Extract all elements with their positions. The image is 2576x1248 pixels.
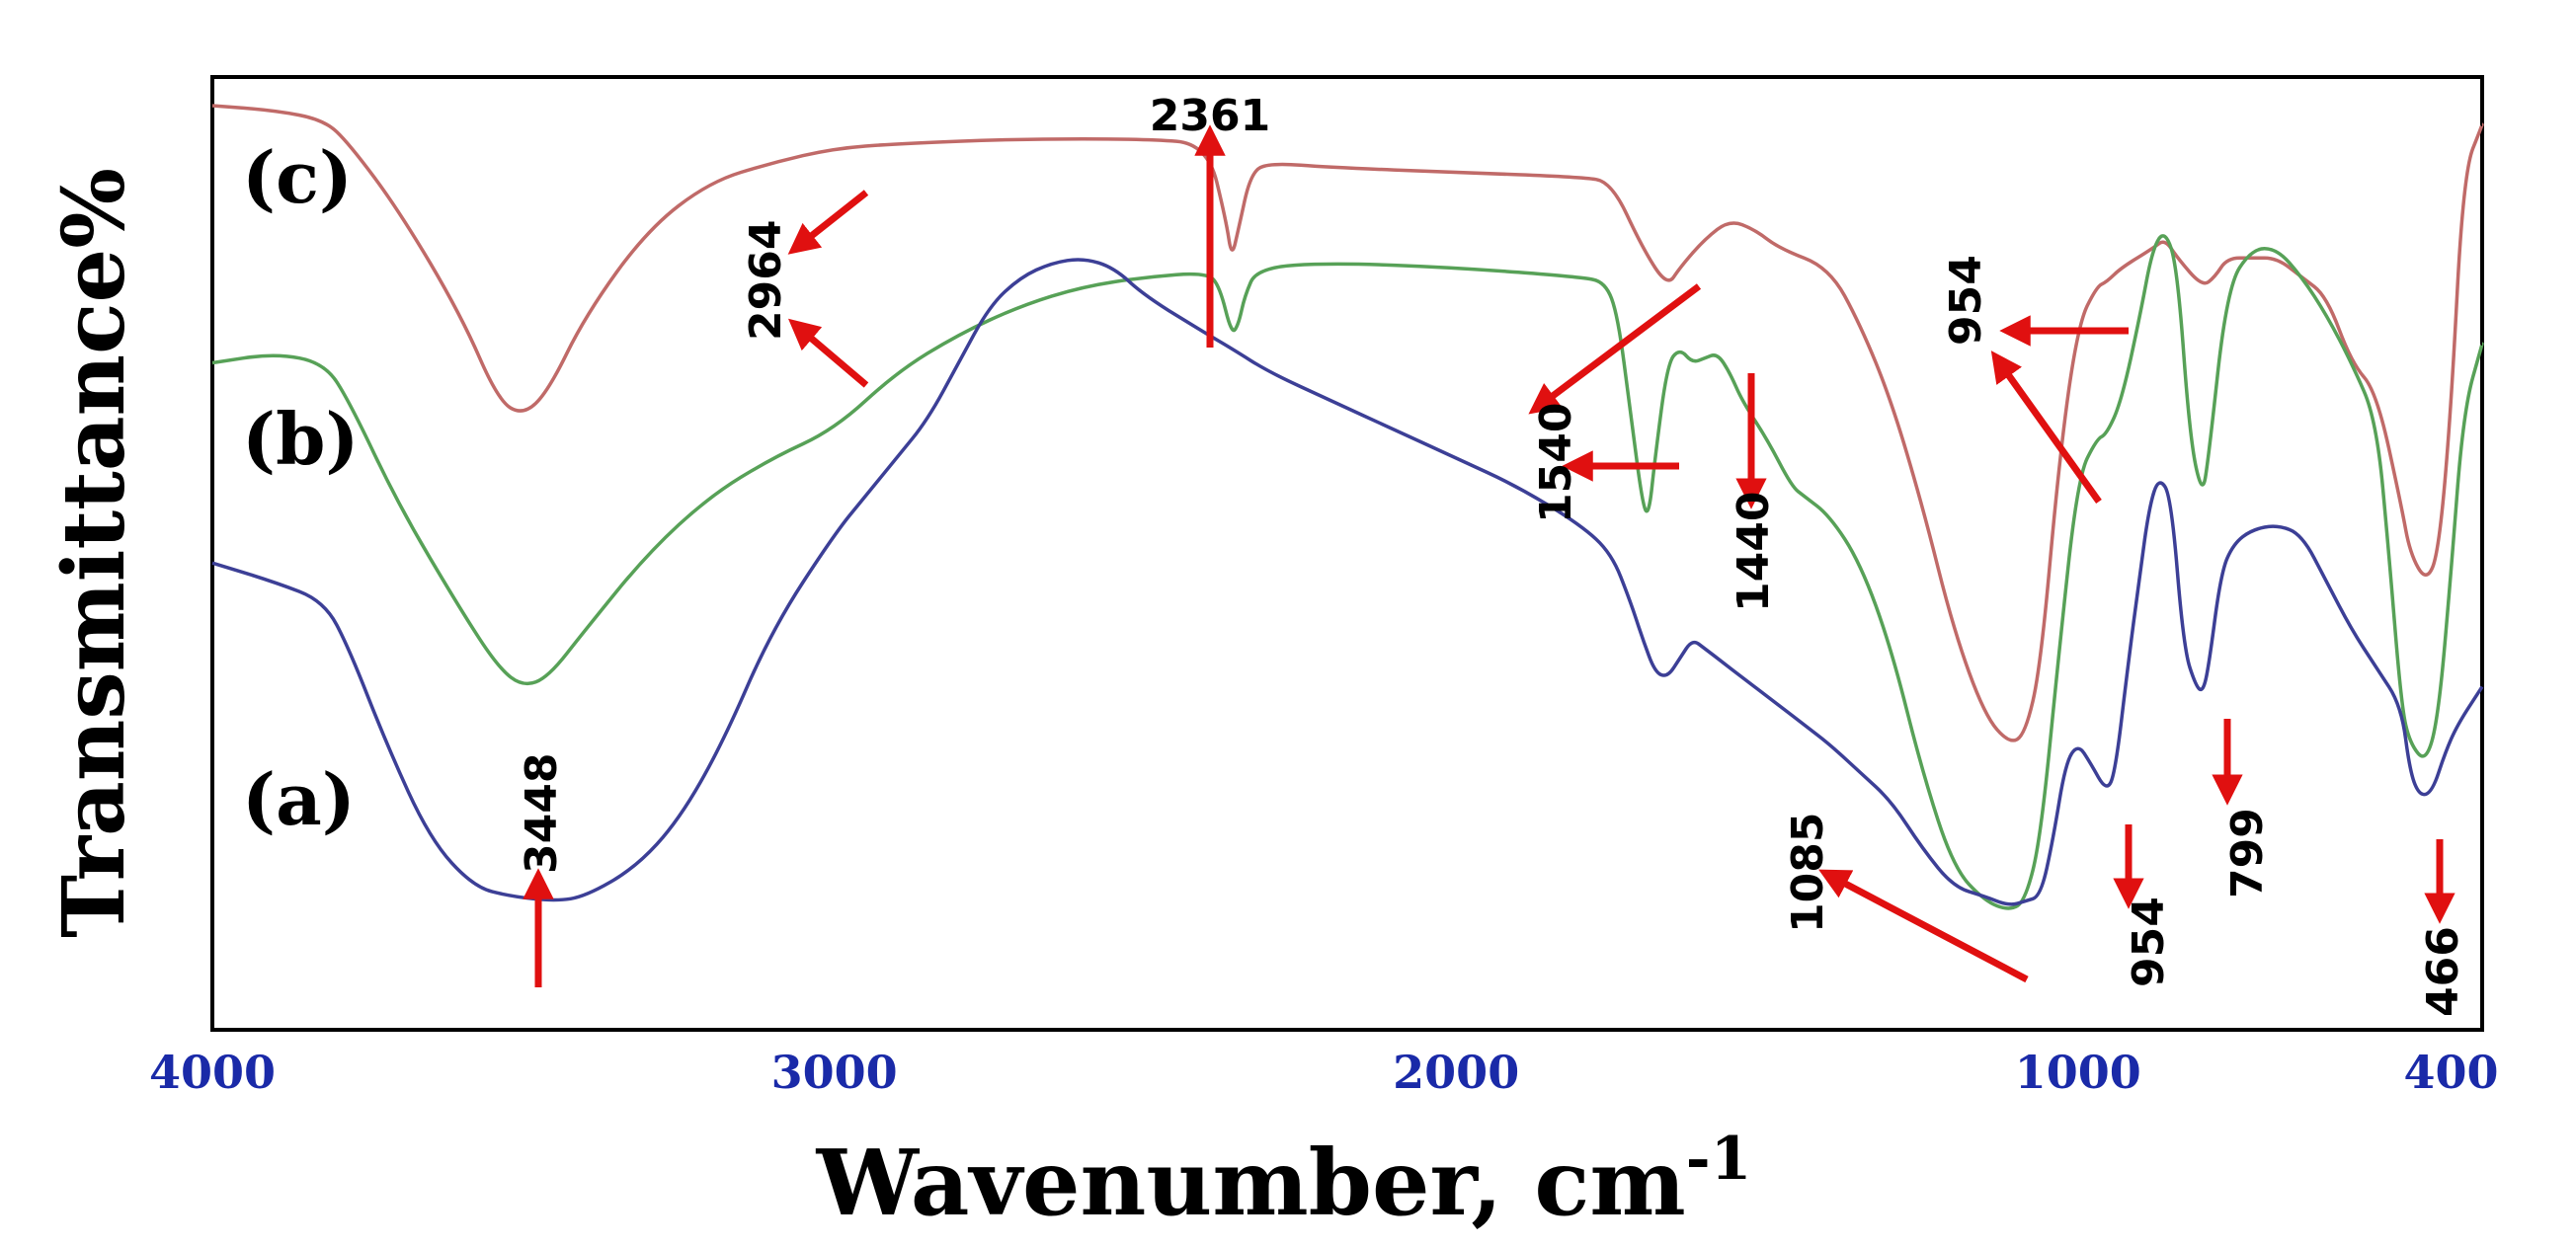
plot-frame [210, 75, 2484, 1032]
peak-label-954-a: 954 [2124, 897, 2174, 987]
arrow-2964-lower [788, 318, 869, 388]
x-tick-label-1000: 1000 [2015, 1046, 2141, 1099]
panel-label-a: (a) [242, 757, 356, 841]
x-axis-title-text: Wavenumber, cm [816, 1130, 1686, 1236]
peak-label-466: 466 [2418, 926, 2468, 1017]
peak-label-3448: 3448 [517, 753, 567, 874]
arrow-2964-upper [787, 190, 869, 255]
x-tick-labels: 4000 3000 2000 1000 400 [149, 1046, 2499, 1099]
series-line-b [211, 234, 2484, 910]
peak-label-799: 799 [2222, 808, 2273, 898]
peak-label-954-c: 954 [1941, 255, 1991, 346]
x-tick-label-4000: 4000 [149, 1046, 276, 1099]
series-line-c [211, 104, 2484, 742]
x-tick-label-400: 400 [2403, 1046, 2498, 1099]
arrow-1085 [1818, 869, 2029, 983]
x-tick-label-2000: 2000 [1393, 1046, 1519, 1099]
peak-label-1540: 1540 [1531, 403, 1581, 523]
arrow-954-c-diag [1990, 351, 2102, 505]
peak-label-1085: 1085 [1783, 813, 1833, 933]
x-tick-label-3000: 3000 [771, 1046, 898, 1099]
y-axis-title: Transmittance% [44, 168, 144, 938]
annotation-arrows [523, 124, 2455, 987]
arrow-1540-upper [1528, 283, 1702, 415]
peak-label-2361: 2361 [1150, 91, 1270, 141]
panel-label-c: (c) [242, 135, 353, 219]
panel-label-b: (b) [242, 397, 359, 481]
peak-label-2964: 2964 [741, 220, 791, 341]
x-axis-title: Wavenumber, cm-1 [816, 1125, 1752, 1236]
x-axis-title-superscript: -1 [1686, 1125, 1752, 1194]
series-line-a [211, 258, 2484, 906]
series-group [211, 104, 2484, 910]
peak-label-1440: 1440 [1729, 492, 1779, 612]
